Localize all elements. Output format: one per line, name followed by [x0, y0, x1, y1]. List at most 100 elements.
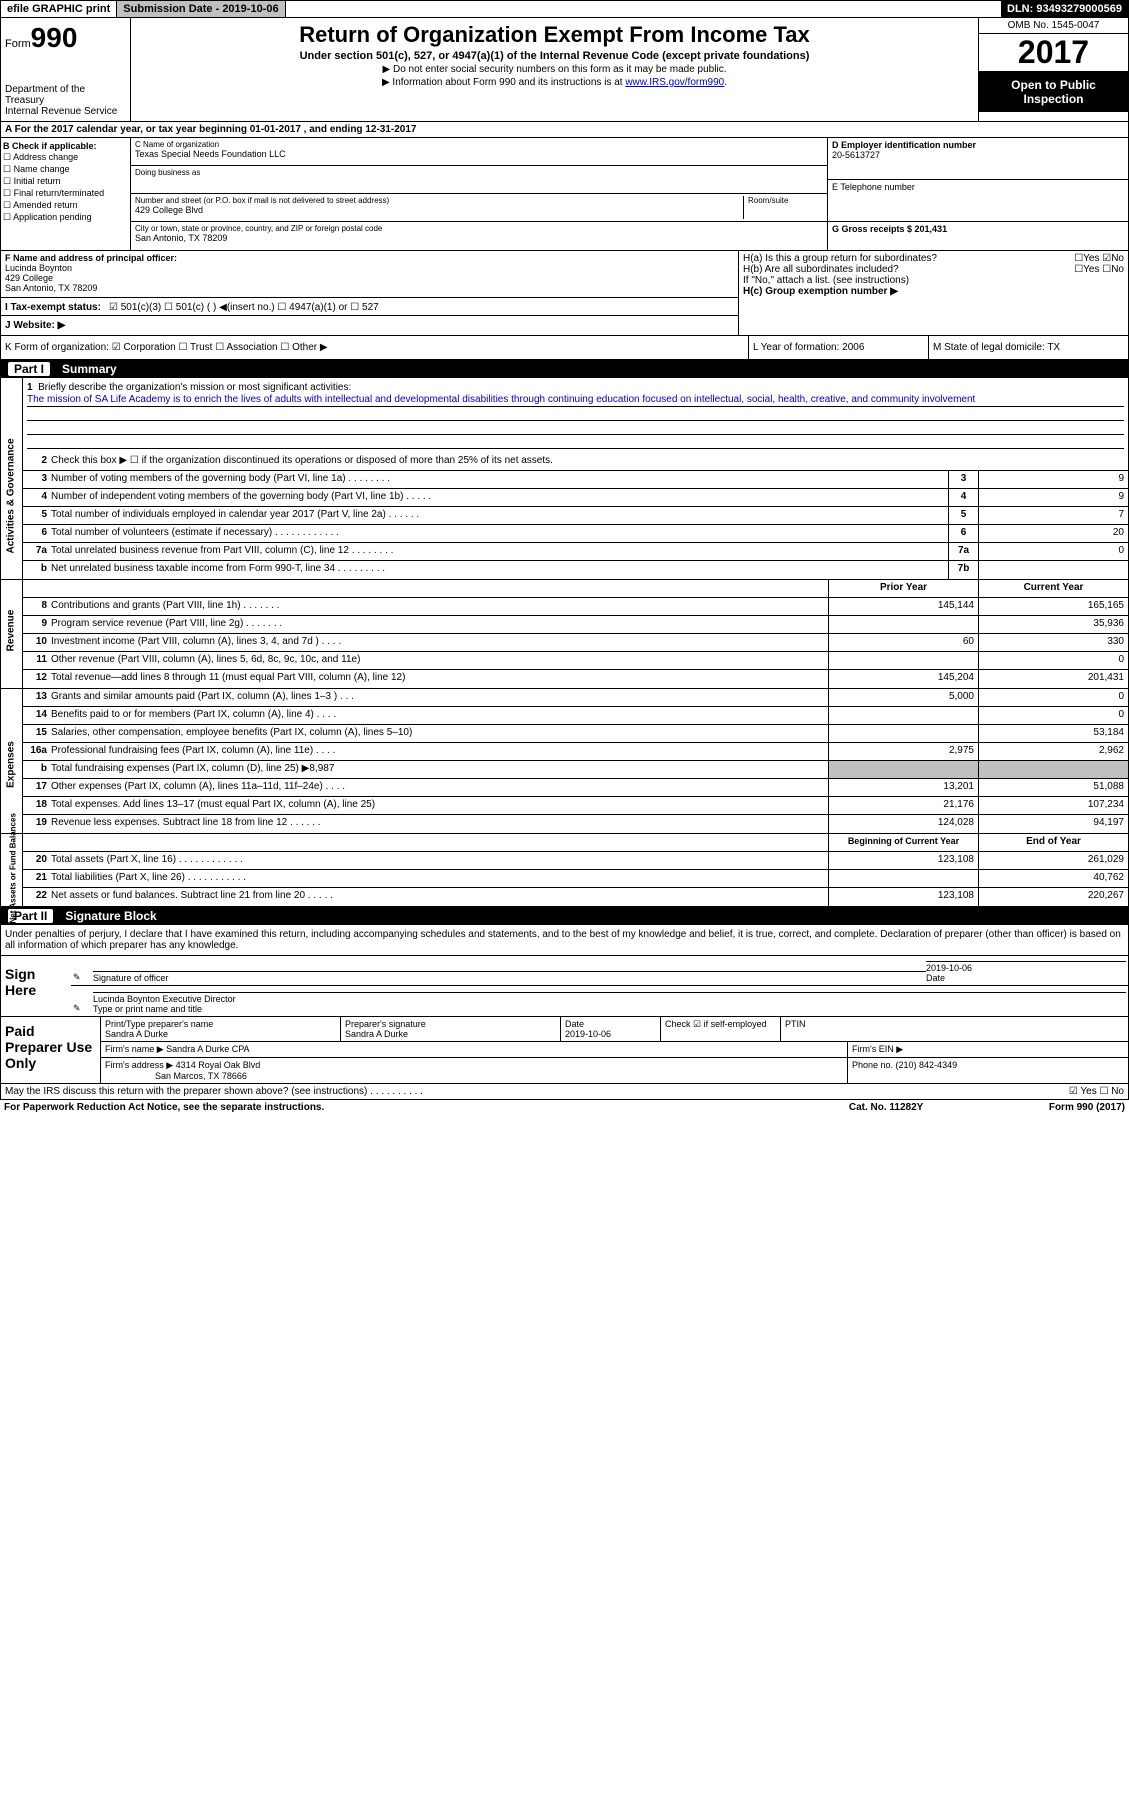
- line-row: 11 Other revenue (Part VIII, column (A),…: [23, 652, 1128, 670]
- sig-date: 2019-10-06: [926, 963, 1126, 973]
- discuss-row: May the IRS discuss this return with the…: [0, 1084, 1129, 1100]
- line-num: 12: [23, 670, 49, 688]
- addr-label: Number and street (or P.O. box if mail i…: [135, 196, 743, 205]
- line-box: 4: [948, 489, 978, 506]
- chk-pending[interactable]: ☐ Application pending: [3, 212, 128, 223]
- section-a-period: A For the 2017 calendar year, or tax yea…: [0, 122, 1129, 138]
- officer-name: Lucinda Boynton: [5, 263, 734, 273]
- line-num: 10: [23, 634, 49, 651]
- chk-amended[interactable]: ☐ Amended return: [3, 200, 128, 211]
- sign-here-block: Sign Here ✎ Signature of officer 2019-10…: [0, 956, 1129, 1017]
- line-value: 0: [978, 543, 1128, 560]
- prep-name-label: Print/Type preparer's name: [105, 1019, 336, 1029]
- part1-title: Summary: [62, 362, 117, 376]
- chk-initial[interactable]: ☐ Initial return: [3, 176, 128, 187]
- officer-typed-label: Type or print name and title: [93, 1004, 1126, 1014]
- line-text: Total number of individuals employed in …: [49, 507, 948, 524]
- chk-final[interactable]: ☐ Final return/terminated: [3, 188, 128, 199]
- line-text: Total fundraising expenses (Part IX, col…: [49, 761, 828, 778]
- prior-value: [828, 616, 978, 633]
- line-num: 15: [23, 725, 49, 742]
- line1-label: Briefly describe the organization's miss…: [38, 382, 351, 393]
- line-row: 4 Number of independent voting members o…: [23, 489, 1128, 507]
- col-b-header: B Check if applicable:: [3, 141, 128, 151]
- hb-answer[interactable]: ☐Yes ☐No: [1074, 264, 1124, 275]
- line-text: Total liabilities (Part X, line 26) . . …: [49, 870, 828, 887]
- line-text: Total number of volunteers (estimate if …: [49, 525, 948, 542]
- line-row: 17 Other expenses (Part IX, column (A), …: [23, 779, 1128, 797]
- tax-year: 2017: [979, 34, 1128, 72]
- line-box: 7a: [948, 543, 978, 560]
- current-value: 220,267: [978, 888, 1128, 906]
- form-label: Form: [5, 38, 31, 50]
- tax-status-opts[interactable]: ☑ 501(c)(3) ☐ 501(c) ( ) ◀(insert no.) ☐…: [109, 302, 379, 313]
- line-text: Net unrelated business taxable income fr…: [49, 561, 948, 579]
- ein-value: 20-5613727: [832, 150, 1124, 160]
- line-num: 14: [23, 707, 49, 724]
- line-row: 14 Benefits paid to or for members (Part…: [23, 707, 1128, 725]
- prior-value: 145,144: [828, 598, 978, 615]
- line-text: Total assets (Part X, line 16) . . . . .…: [49, 852, 828, 869]
- line-row: 10 Investment income (Part VIII, column …: [23, 634, 1128, 652]
- ptin-label: PTIN: [781, 1017, 1128, 1041]
- officer-addr2: San Antonio, TX 78209: [5, 283, 734, 293]
- form-subtitle: Under section 501(c), 527, or 4947(a)(1)…: [135, 50, 974, 62]
- line-row: 13 Grants and similar amounts paid (Part…: [23, 689, 1128, 707]
- department-label: Department of the Treasury Internal Reve…: [5, 84, 126, 117]
- prior-value: 123,108: [828, 888, 978, 906]
- line-num: 6: [23, 525, 49, 542]
- paid-preparer-label: Paid Preparer Use Only: [1, 1017, 101, 1083]
- prior-value: [828, 761, 978, 778]
- summary-revenue: Revenue Prior Year Current Year 8 Contri…: [0, 580, 1129, 689]
- line-text: Other expenses (Part IX, column (A), lin…: [49, 779, 828, 796]
- line-num: 13: [23, 689, 49, 706]
- current-value: 2,962: [978, 743, 1128, 760]
- part2-header: Part II Signature Block: [0, 907, 1129, 925]
- current-year-hdr: Current Year: [978, 580, 1128, 597]
- discuss-answer[interactable]: ☑ Yes ☐ No: [1069, 1086, 1124, 1097]
- line-row: 18 Total expenses. Add lines 13–17 (must…: [23, 797, 1128, 815]
- prior-value: [828, 652, 978, 669]
- irs-link[interactable]: www.IRS.gov/form990: [625, 77, 724, 88]
- part1-header: Part I Summary: [0, 360, 1129, 378]
- phone-label: E Telephone number: [832, 182, 1124, 192]
- begin-year-hdr: Beginning of Current Year: [828, 834, 978, 851]
- chk-name[interactable]: ☐ Name change: [3, 164, 128, 175]
- current-value: 0: [978, 707, 1128, 724]
- ein-label: D Employer identification number: [832, 140, 1124, 150]
- line-num: 2: [23, 453, 49, 470]
- ha-answer[interactable]: ☐Yes ☑No: [1074, 253, 1124, 264]
- signature-intro: Under penalties of perjury, I declare th…: [0, 925, 1129, 956]
- current-value: [978, 761, 1128, 778]
- line-row: 6 Total number of volunteers (estimate i…: [23, 525, 1128, 543]
- line-text: Total revenue—add lines 8 through 11 (mu…: [49, 670, 828, 688]
- end-year-hdr: End of Year: [978, 834, 1128, 851]
- line-num: 9: [23, 616, 49, 633]
- state-domicile: M State of legal domicile: TX: [928, 336, 1128, 359]
- line-num: 19: [23, 815, 49, 833]
- hb-note: If "No," attach a list. (see instruction…: [743, 275, 1124, 286]
- line-num: 18: [23, 797, 49, 814]
- prior-value: 124,028: [828, 815, 978, 833]
- current-value: 0: [978, 652, 1128, 669]
- firm-phone: Phone no. (210) 842-4349: [848, 1058, 1128, 1083]
- city-state-zip: San Antonio, TX 78209: [135, 233, 823, 243]
- line-num: 11: [23, 652, 49, 669]
- efile-link[interactable]: efile GRAPHIC print: [1, 1, 116, 17]
- line-num: 17: [23, 779, 49, 796]
- self-employed-chk[interactable]: Check ☑ if self-employed: [661, 1017, 781, 1041]
- form-title: Return of Organization Exempt From Incom…: [135, 22, 974, 48]
- line-text: Investment income (Part VIII, column (A)…: [49, 634, 828, 651]
- discuss-question: May the IRS discuss this return with the…: [5, 1086, 1069, 1097]
- chk-address[interactable]: ☐ Address change: [3, 152, 128, 163]
- line-row: 19 Revenue less expenses. Subtract line …: [23, 815, 1128, 833]
- line-text: Professional fundraising fees (Part IX, …: [49, 743, 828, 760]
- officer-sig-label: Signature of officer: [93, 971, 926, 983]
- line-text: Program service revenue (Part VIII, line…: [49, 616, 828, 633]
- line-box: 3: [948, 471, 978, 488]
- line-row: 22 Net assets or fund balances. Subtract…: [23, 888, 1128, 906]
- form-of-org[interactable]: K Form of organization: ☑ Corporation ☐ …: [1, 336, 748, 359]
- note-info: ▶ Information about Form 990 and its ins…: [382, 77, 625, 88]
- firm-ein-label: Firm's EIN ▶: [848, 1042, 1128, 1057]
- line-row: 9 Program service revenue (Part VIII, li…: [23, 616, 1128, 634]
